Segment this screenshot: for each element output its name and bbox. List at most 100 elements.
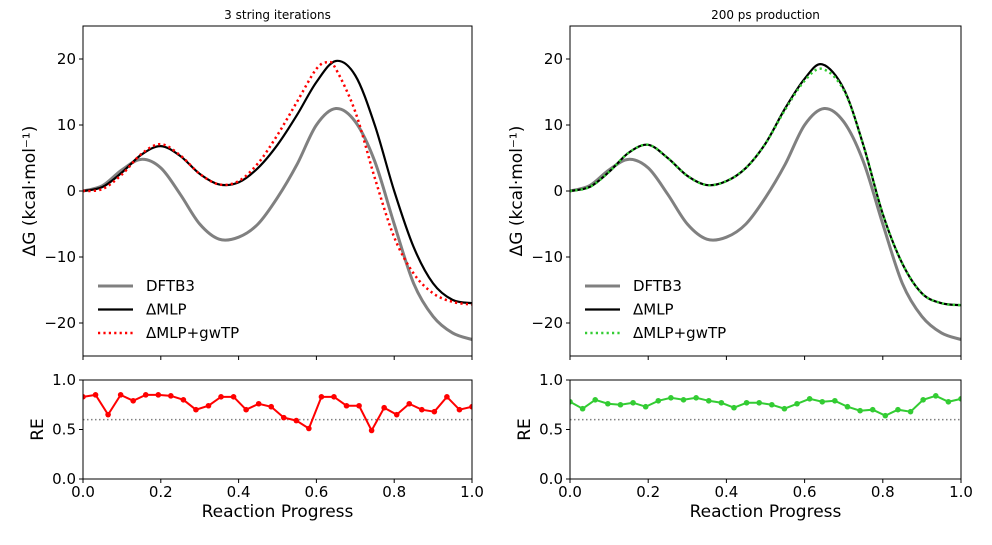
re-point (331, 394, 337, 400)
re-point (869, 406, 876, 413)
series-line--mlp-gwtp (570, 67, 961, 307)
re-point (756, 399, 762, 406)
re-point (293, 417, 300, 424)
re-point (958, 396, 961, 402)
re-point (605, 400, 611, 407)
legend-label: ΔMLP+gwTP (633, 324, 726, 342)
re-point (781, 405, 788, 412)
re-point (794, 400, 800, 407)
y-tick-label: 20 (57, 50, 76, 68)
y-tick-label: 20 (544, 50, 563, 68)
legend-label: DFTB3 (633, 277, 682, 295)
y-axis-label: ΔG (kcal·mol⁻¹) (507, 126, 527, 257)
re-point (92, 392, 99, 398)
y-tick-label: −20 (531, 314, 563, 332)
x-tick-label: 0.8 (871, 483, 895, 501)
re-point (731, 404, 737, 411)
panel-left-top: 3 string iterations −20 −10 0 10 20 ΔG (kcal·m… (20, 8, 473, 360)
re-point (907, 408, 914, 415)
re-point (255, 400, 262, 407)
re-point (718, 399, 725, 406)
panel-left-bottom: 0.0 0.5 1.0 0.0 0.2 0.4 0.6 0.8 1.0 Reaction Prog… (28, 371, 484, 522)
y-axis-label: RE (28, 418, 48, 441)
plot-area (83, 392, 472, 434)
re-point (83, 394, 86, 400)
legend: DFTB3 ΔMLP ΔMLP+gwTP (98, 277, 239, 342)
re-point (444, 394, 450, 400)
re-point (705, 397, 712, 404)
re-point (617, 401, 624, 408)
re-point (895, 406, 901, 413)
re-line (83, 393, 472, 433)
re-point (806, 396, 813, 402)
re-point (218, 394, 224, 400)
chart-title: 200 ps production (711, 8, 820, 22)
re-point (193, 406, 199, 413)
y-tick-label: 0.5 (539, 421, 563, 439)
y-tick-label: 10 (57, 116, 76, 134)
x-tick-label: 0.2 (636, 483, 660, 501)
re-point (368, 427, 375, 434)
legend-label: ΔMLP (146, 301, 187, 319)
y-tick-label: −20 (44, 314, 76, 332)
re-point (230, 394, 237, 400)
re-line (570, 394, 961, 417)
x-tick-label: 0.0 (558, 483, 582, 501)
y-tick-label: 1.0 (52, 371, 76, 389)
series-line--mlp (570, 63, 961, 307)
x-tick-label: 0.2 (149, 483, 173, 501)
legend-label: ΔMLP+gwTP (146, 324, 239, 342)
re-point (630, 399, 636, 406)
y-tick-label: 0 (66, 182, 76, 200)
re-point (592, 397, 599, 403)
series-line--mlp-gwtp (83, 60, 472, 306)
y-tick-label: 0.5 (52, 421, 76, 439)
re-point (243, 406, 249, 413)
x-tick-label: 0.4 (714, 483, 738, 501)
re-point (431, 408, 438, 415)
panel-right-top: 200 ps production −20 −10 0 10 20 ΔG (kcal·mol… (507, 8, 962, 360)
y-tick-label: 1.0 (539, 371, 563, 389)
re-point (693, 395, 699, 401)
re-point (280, 414, 287, 421)
re-point (920, 397, 926, 403)
y-tick-label: 0.0 (52, 470, 76, 488)
y-tick-label: 0 (553, 182, 563, 200)
re-point (117, 392, 124, 398)
legend-label: DFTB3 (146, 277, 195, 295)
re-point (655, 397, 662, 404)
re-point (819, 398, 826, 405)
re-point (945, 398, 952, 405)
y-axis-label: ΔG (kcal·mol⁻¹) (20, 126, 40, 257)
axes-frame (82, 379, 473, 480)
re-point (406, 400, 413, 407)
re-point (844, 403, 851, 410)
re-point (168, 393, 174, 399)
re-point (180, 397, 187, 403)
re-point (579, 405, 586, 412)
x-axis-label: Reaction Progress (202, 502, 354, 522)
axes-frame (569, 379, 962, 480)
re-point (306, 425, 312, 432)
re-point (680, 397, 687, 403)
re-point (105, 411, 111, 418)
series-line-dftb3 (83, 106, 472, 341)
x-tick-label: 0.8 (382, 483, 406, 501)
re-point (205, 402, 212, 409)
y-tick-label: 10 (544, 116, 563, 134)
plot-area (570, 63, 961, 341)
x-axis-label: Reaction Progress (690, 502, 842, 522)
x-tick-label: 0.6 (793, 483, 817, 501)
re-point (570, 398, 573, 405)
re-point (268, 403, 275, 410)
plot-area (570, 393, 961, 419)
re-point (343, 402, 350, 409)
x-tick-label: 0.4 (227, 483, 251, 501)
series-line--mlp (83, 59, 472, 305)
re-point (882, 412, 889, 419)
chart-title: 3 string iterations (224, 8, 331, 22)
re-point (381, 404, 387, 411)
re-point (932, 393, 939, 399)
re-point (469, 403, 472, 410)
